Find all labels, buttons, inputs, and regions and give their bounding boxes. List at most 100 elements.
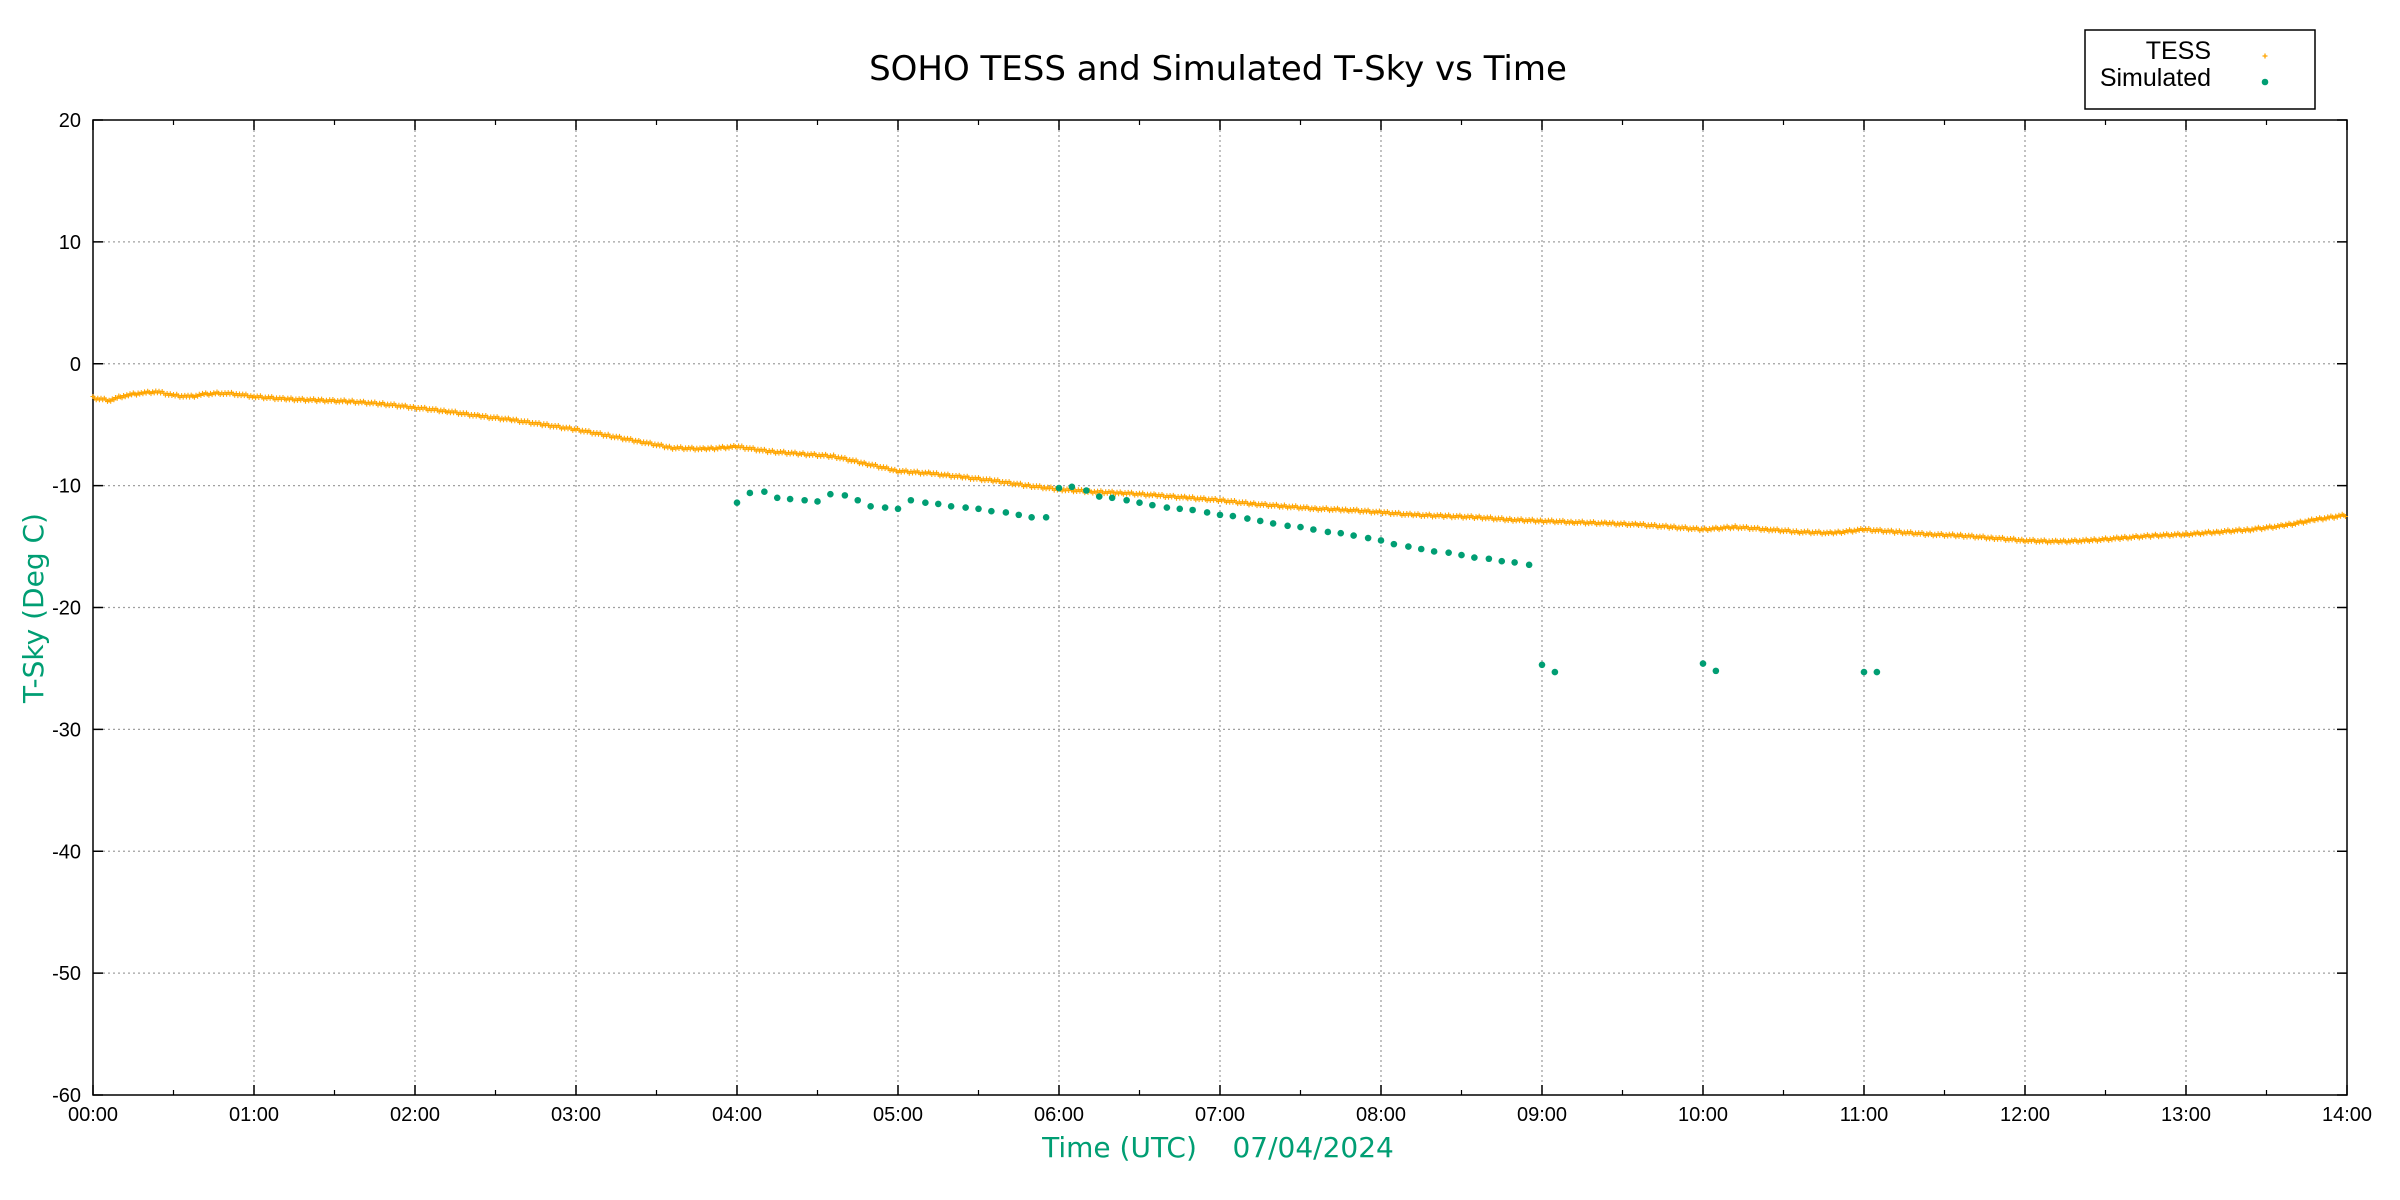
x-tick-label: 13:00 [2161,1104,2211,1126]
simulated-point [1229,512,1237,520]
y-tick-label: -60 [52,1085,81,1107]
simulated-point [934,500,942,508]
simulated-point [1055,484,1063,492]
simulated-point [1350,532,1357,539]
simulated-point [1458,551,1465,559]
simulated-point [1511,559,1518,566]
simulated-point [867,503,874,510]
simulated-point [962,504,969,511]
simulated-point [1551,668,1559,676]
legend-marker-simulated [2261,78,2269,86]
simulated-point [881,504,889,511]
simulated-point [947,503,955,510]
y-tick-label: 0 [70,354,81,376]
simulated-point [1068,483,1076,491]
x-tick-label: 03:00 [551,1104,601,1126]
x-tick-label: 02:00 [390,1104,440,1126]
y-tick-label: -40 [52,841,81,863]
simulated-point [1324,528,1332,536]
x-tick-label: 11:00 [1840,1104,1889,1126]
simulated-point [773,494,781,502]
simulated-point [1297,523,1304,531]
y-tick-label: -10 [52,476,81,498]
simulated-point [922,499,929,506]
legend-label-simulated: Simulated [2100,64,2211,92]
simulated-point [1445,549,1452,556]
simulated-point [814,498,821,505]
simulated-point [1337,529,1345,537]
simulated-point [1256,517,1264,525]
simulated-point [1149,501,1156,509]
simulated-point [1525,561,1533,569]
simulated-point [988,507,995,515]
simulated-point [1538,661,1546,669]
simulated-point [1108,494,1116,502]
x-tick-label: 08:00 [1356,1104,1406,1126]
x-tick-label: 12:00 [2000,1104,2050,1126]
legend-marker-tess [2262,53,2268,59]
simulated-point [1002,509,1010,516]
grid [93,120,2347,1095]
simulated-point [1015,511,1023,519]
simulated-point [786,495,794,503]
simulated-point [1471,554,1478,561]
simulated-point [1136,499,1143,506]
simulated-point [1244,515,1251,522]
legend-box [2084,29,2316,110]
x-tick-label: 05:00 [873,1104,923,1126]
simulated-point [1712,667,1720,675]
y-tick-label: -30 [52,719,81,741]
simulated-point [1417,545,1425,553]
legend-label-tess: TESS [2146,37,2211,65]
x-tick-label: 14:00 [2322,1104,2372,1126]
simulated-point [761,488,768,496]
simulated-point [1284,522,1291,530]
chart-title: SOHO TESS and Simulated T-Sky vs Time [869,49,1567,89]
simulated-series [733,483,1881,676]
simulated-point [1485,555,1493,563]
simulated-point [1405,543,1412,550]
simulated-point [1176,505,1184,513]
simulated-point [894,505,902,513]
simulated-point [1095,493,1103,500]
simulated-point [801,496,808,504]
simulated-point [841,492,849,499]
tess-series [90,388,2348,546]
simulated-point [1364,534,1372,542]
y-tick-label: 20 [59,110,81,132]
simulated-point [1216,511,1224,519]
simulated-point [1377,537,1385,544]
simulated-point [1083,487,1090,494]
y-tick-label: -20 [52,598,81,620]
simulated-point [1873,668,1881,676]
x-tick-label: 06:00 [1034,1104,1084,1126]
simulated-point [1203,509,1211,516]
x-tick-label: 00:00 [68,1104,118,1126]
simulated-point [1699,660,1707,667]
simulated-point [1028,514,1035,521]
x-tick-label: 09:00 [1517,1104,1567,1126]
axis-ticks: 00:00 01:00 02:00 03:00 04:00 05:00 06:00 07:00… [52,110,2372,1126]
simulated-point [733,499,741,506]
simulated-point [975,505,982,513]
legend: TESS Simulated [2084,29,2316,110]
x-tick-label: 07:00 [1195,1104,1245,1126]
simulated-point [1269,520,1277,527]
simulated-point [1390,540,1398,548]
tess-markers [90,388,2348,546]
simulated-point [827,490,834,498]
simulated-point [1430,548,1438,555]
y-tick-label: 10 [59,232,81,254]
simulated-point [854,496,862,504]
simulated-point [907,496,915,504]
simulated-point [1860,668,1868,676]
y-axis-label: T-Sky (Deg C) [17,513,50,704]
x-axis-label: Time (UTC) 07/04/2024 [1041,1131,1394,1164]
simulated-point [1310,526,1317,533]
x-tick-label: 10:00 [1678,1104,1728,1126]
x-tick-label: 01:00 [229,1104,279,1126]
y-tick-label: -50 [52,963,81,985]
simulated-point [1042,514,1050,521]
x-tick-label: 04:00 [712,1104,762,1126]
